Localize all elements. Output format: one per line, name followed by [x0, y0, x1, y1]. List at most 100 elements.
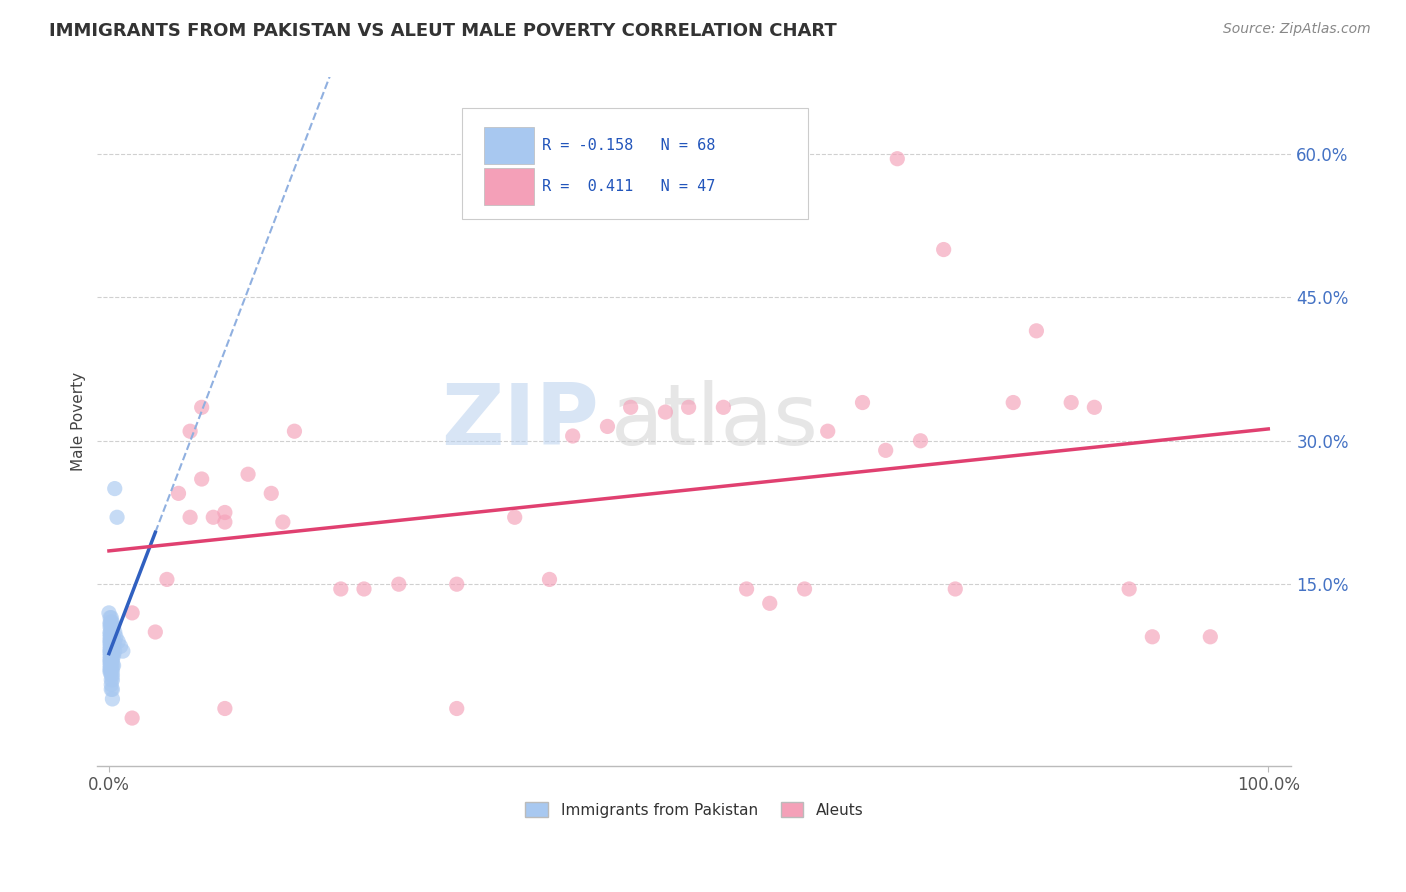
Point: [101, 640, 124, 654]
Text: IMMIGRANTS FROM PAKISTAN VS ALEUT MALE POVERTY CORRELATION CHART: IMMIGRANTS FROM PAKISTAN VS ALEUT MALE P…: [49, 22, 837, 40]
Point: [167, 486, 190, 500]
Point: [100, 630, 122, 644]
Point: [98, 644, 121, 658]
Text: ZIP: ZIP: [441, 380, 599, 463]
Point: [101, 630, 124, 644]
Point: [260, 486, 283, 500]
Point: [100, 677, 122, 691]
Point: [98, 630, 121, 644]
Point: [1118, 582, 1140, 596]
Point: [97, 606, 120, 620]
Point: [98, 656, 121, 670]
Point: [1142, 630, 1164, 644]
Point: [1060, 395, 1083, 409]
Point: [446, 577, 468, 591]
Point: [101, 615, 124, 630]
Text: R = -0.158   N = 68: R = -0.158 N = 68: [541, 138, 714, 153]
Point: [121, 711, 143, 725]
Point: [190, 472, 212, 486]
Point: [101, 668, 124, 682]
Point: [758, 596, 780, 610]
FancyBboxPatch shape: [484, 169, 534, 205]
Point: [179, 424, 201, 438]
Point: [596, 419, 619, 434]
Y-axis label: Male Poverty: Male Poverty: [72, 372, 86, 471]
Point: [1025, 324, 1047, 338]
Point: [101, 663, 124, 677]
Point: [103, 620, 125, 634]
Text: Source: ZipAtlas.com: Source: ZipAtlas.com: [1223, 22, 1371, 37]
Point: [98, 646, 121, 660]
Point: [932, 243, 955, 257]
Point: [98, 634, 121, 648]
Point: [101, 625, 124, 640]
Point: [156, 573, 179, 587]
Point: [214, 506, 236, 520]
Point: [1083, 401, 1105, 415]
Point: [98, 652, 121, 666]
Point: [678, 401, 700, 415]
Point: [101, 648, 124, 663]
Point: [98, 617, 121, 632]
Point: [943, 582, 966, 596]
Point: [98, 654, 121, 668]
Point: [98, 620, 121, 634]
Point: [561, 429, 583, 443]
Point: [101, 620, 124, 634]
Point: [100, 640, 122, 654]
Point: [100, 673, 122, 687]
Point: [100, 658, 122, 673]
Point: [283, 424, 305, 438]
Point: [1199, 630, 1222, 644]
Point: [110, 640, 132, 654]
Point: [851, 395, 873, 409]
Point: [100, 634, 122, 648]
Point: [713, 401, 735, 415]
Point: [101, 654, 124, 668]
Point: [179, 510, 201, 524]
Point: [817, 424, 839, 438]
Point: [735, 582, 758, 596]
Point: [101, 682, 124, 697]
Point: [101, 692, 124, 706]
Point: [620, 401, 643, 415]
FancyBboxPatch shape: [461, 109, 808, 219]
Point: [875, 443, 897, 458]
Legend: Immigrants from Pakistan, Aleuts: Immigrants from Pakistan, Aleuts: [519, 796, 869, 823]
Point: [98, 640, 121, 654]
Point: [388, 577, 411, 591]
Point: [100, 654, 122, 668]
Point: [236, 467, 259, 482]
Text: R =  0.411   N = 47: R = 0.411 N = 47: [541, 179, 714, 194]
Point: [121, 606, 143, 620]
Point: [104, 630, 127, 644]
Point: [105, 510, 128, 524]
Point: [98, 632, 121, 647]
Point: [143, 625, 166, 640]
Point: [101, 658, 124, 673]
Point: [214, 701, 236, 715]
Point: [446, 701, 468, 715]
Point: [190, 401, 212, 415]
Point: [101, 634, 124, 648]
Point: [910, 434, 932, 448]
Point: [214, 515, 236, 529]
Point: [103, 630, 125, 644]
Point: [101, 644, 124, 658]
Point: [329, 582, 352, 596]
Point: [98, 661, 121, 675]
Point: [100, 648, 122, 663]
Point: [654, 405, 676, 419]
Point: [271, 515, 294, 529]
Point: [98, 648, 121, 663]
Point: [98, 642, 121, 657]
Point: [100, 682, 122, 697]
Point: [353, 582, 375, 596]
Point: [107, 634, 129, 648]
Point: [100, 610, 122, 624]
Text: atlas: atlas: [610, 380, 818, 463]
Point: [101, 673, 124, 687]
Point: [104, 482, 127, 496]
Point: [98, 636, 121, 650]
Point: [103, 658, 125, 673]
